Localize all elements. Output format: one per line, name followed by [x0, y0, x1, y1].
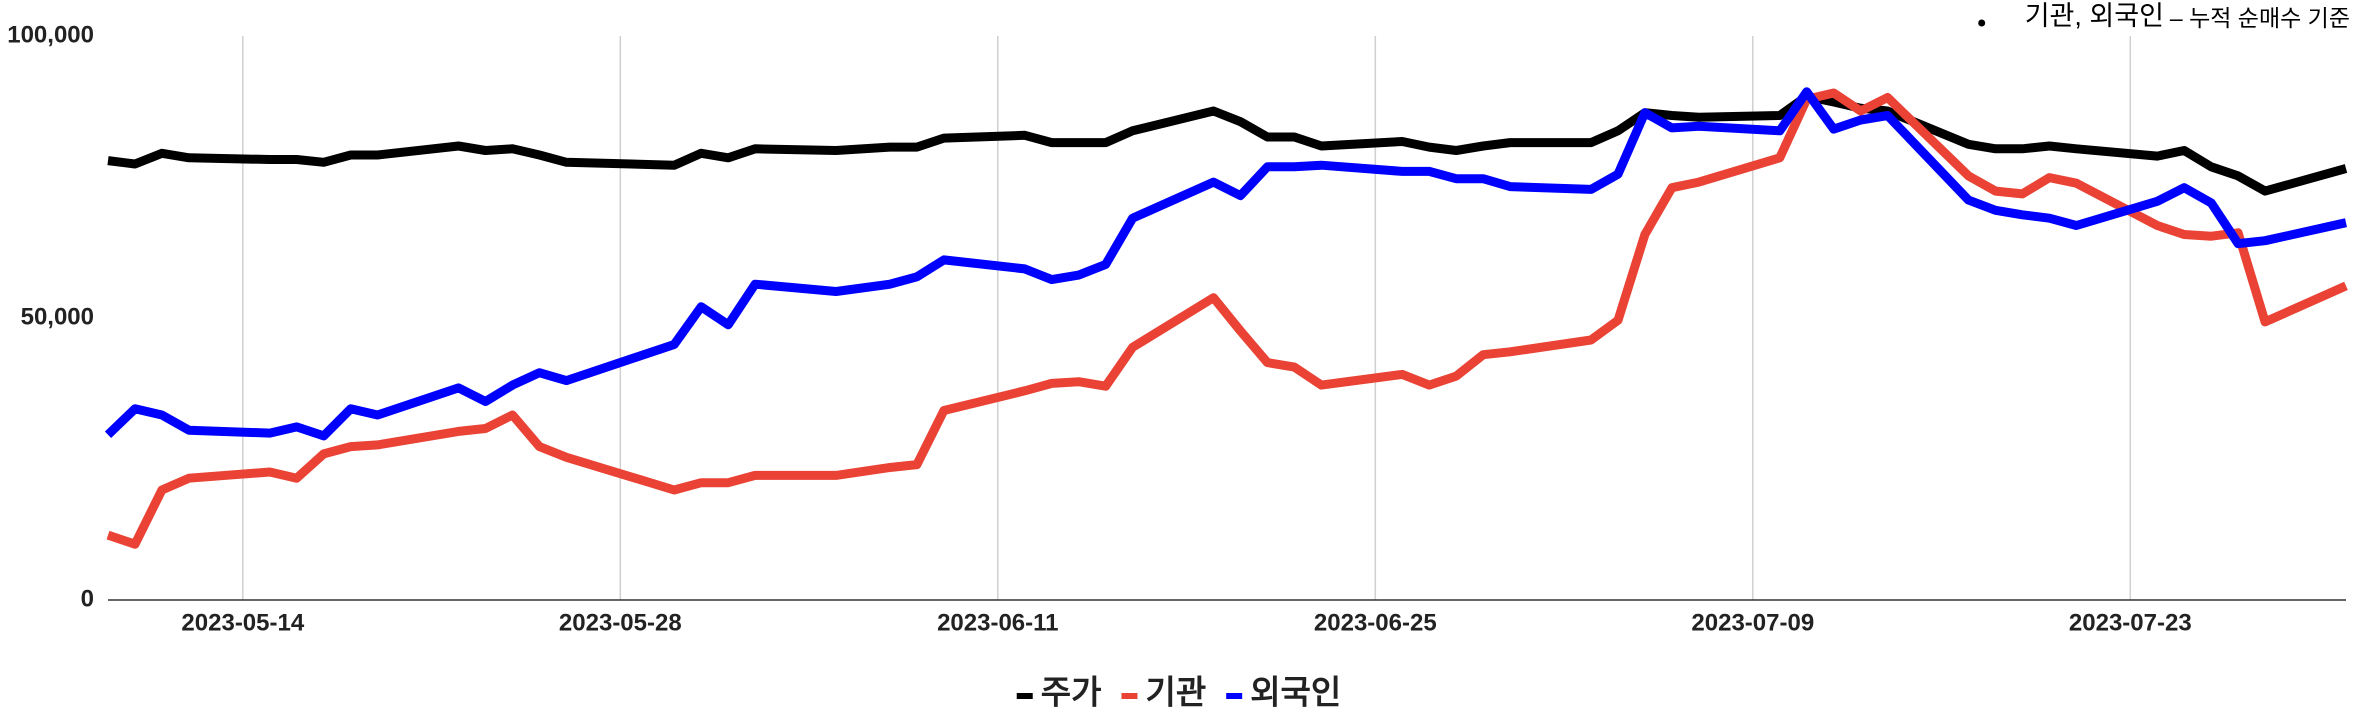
x-tick-label: 2023-05-14: [181, 609, 304, 636]
x-tick-label: 2023-07-23: [2069, 609, 2192, 636]
series-line: [107, 91, 2348, 196]
legend-label: 기관: [1145, 674, 1206, 711]
series-line: [104, 87, 2347, 441]
legend: 주가 기관 외국인: [1016, 674, 1341, 711]
x-tick-label: 2023-05-28: [559, 609, 682, 636]
y-tick-label: 0: [81, 585, 94, 612]
series-line: [106, 88, 2348, 549]
x-tick-label: 2023-06-11: [937, 609, 1058, 636]
annotation-bullet: [1978, 19, 1986, 27]
y-tick-label: 100,000: [7, 21, 94, 48]
annotation: 기관, 외국인: [2025, 1, 2164, 31]
x-tick-label: 2023-07-09: [1691, 609, 1814, 636]
y-tick-label: 50,000: [21, 303, 94, 330]
annotation-note: – 누적 순매수 기준: [2170, 5, 2350, 31]
x-tick-label: 2023-06-25: [1314, 609, 1437, 636]
legend-label: 외국인: [1250, 674, 1341, 711]
legend-label: 주가: [1041, 674, 1102, 711]
